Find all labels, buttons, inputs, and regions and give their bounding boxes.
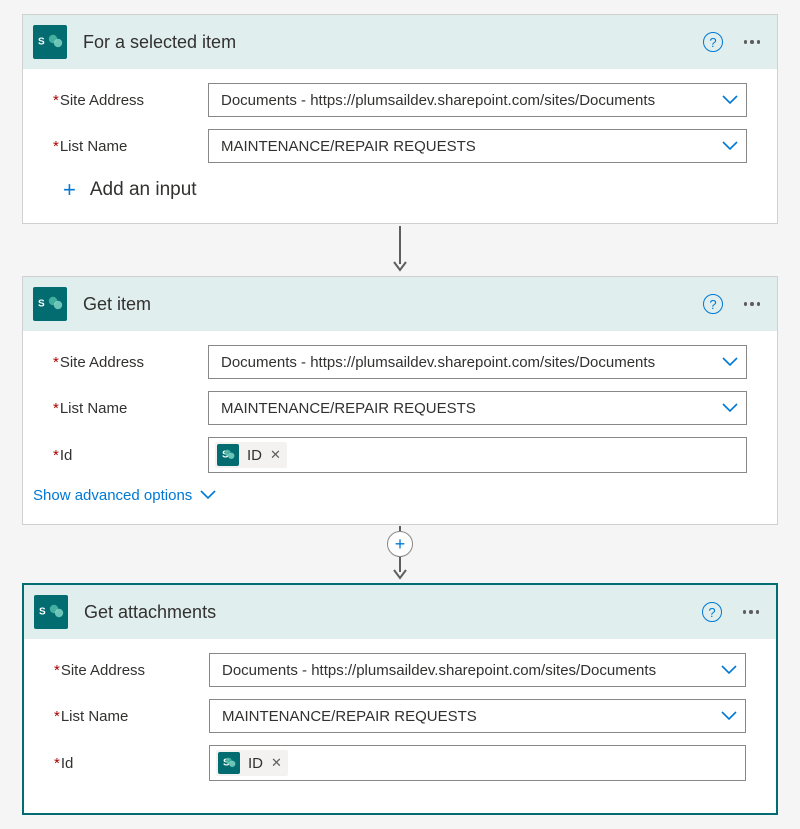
field-input[interactable]: Documents - https://plumsaildev.sharepoi… xyxy=(208,83,747,117)
sharepoint-s-glyph: S xyxy=(38,299,45,310)
card-title: For a selected item xyxy=(83,32,703,53)
sharepoint-circles-icon xyxy=(48,604,64,620)
add-input-button[interactable]: + Add an input xyxy=(63,177,747,203)
field-row: *Site Address Documents - https://plumsa… xyxy=(53,83,747,117)
advanced-label: Show advanced options xyxy=(33,487,192,504)
token-label: ID xyxy=(247,447,262,464)
sharepoint-icon: S xyxy=(218,752,240,774)
field-label: *Id xyxy=(54,755,209,772)
plus-icon: + xyxy=(63,177,76,203)
card-body: *Site Address Documents - https://plumsa… xyxy=(24,639,776,813)
field-row: *List Name MAINTENANCE/REPAIR REQUESTS xyxy=(54,699,746,733)
field-input[interactable]: S ID ✕ xyxy=(209,745,746,781)
card-title: Get item xyxy=(83,294,703,315)
arrow-down-icon: + xyxy=(390,525,410,583)
field-input[interactable]: S ID ✕ xyxy=(208,437,747,473)
sharepoint-icon: S xyxy=(34,595,68,629)
field-label: *List Name xyxy=(53,400,208,417)
card-header[interactable]: S Get attachments ? xyxy=(24,585,776,639)
field-value: MAINTENANCE/REPAIR REQUESTS xyxy=(222,708,713,725)
field-label: *List Name xyxy=(53,138,208,155)
sharepoint-circles-icon xyxy=(47,34,63,50)
dynamic-token[interactable]: S ID ✕ xyxy=(216,750,288,776)
token-label: ID xyxy=(248,755,263,772)
field-input[interactable]: MAINTENANCE/REPAIR REQUESTS xyxy=(208,129,747,163)
connector: + xyxy=(22,525,778,583)
help-icon[interactable]: ? xyxy=(703,294,723,314)
remove-token-icon[interactable]: ✕ xyxy=(269,755,284,771)
field-input[interactable]: MAINTENANCE/REPAIR REQUESTS xyxy=(209,699,746,733)
chevron-down-icon xyxy=(722,354,738,370)
card-body: *Site Address Documents - https://plumsa… xyxy=(23,331,777,524)
add-step-button[interactable]: + xyxy=(387,531,413,557)
field-label: *Site Address xyxy=(54,662,209,679)
chevron-down-icon xyxy=(722,92,738,108)
field-label: *List Name xyxy=(54,708,209,725)
chevron-down-icon xyxy=(721,662,737,678)
sharepoint-icon: S xyxy=(217,444,239,466)
sharepoint-s-glyph: S xyxy=(38,37,45,48)
card-title: Get attachments xyxy=(84,602,702,623)
field-row: *Id S ID ✕ xyxy=(54,745,746,781)
field-input[interactable]: MAINTENANCE/REPAIR REQUESTS xyxy=(208,391,747,425)
sharepoint-circles-icon xyxy=(223,449,235,461)
field-value: MAINTENANCE/REPAIR REQUESTS xyxy=(221,400,714,417)
more-icon[interactable] xyxy=(741,293,763,315)
chevron-down-icon xyxy=(200,487,216,504)
card-header[interactable]: S For a selected item ? xyxy=(23,15,777,69)
sharepoint-icon: S xyxy=(33,25,67,59)
card-body: *Site Address Documents - https://plumsa… xyxy=(23,69,777,223)
arrow-down-icon xyxy=(390,224,410,276)
field-input[interactable]: Documents - https://plumsaildev.sharepoi… xyxy=(209,653,746,687)
field-row: *Id S ID ✕ xyxy=(53,437,747,473)
card-header[interactable]: S Get item ? xyxy=(23,277,777,331)
show-advanced-link[interactable]: Show advanced options xyxy=(33,487,747,504)
chevron-down-icon xyxy=(722,400,738,416)
help-icon[interactable]: ? xyxy=(702,602,722,622)
sharepoint-icon: S xyxy=(33,287,67,321)
field-label: *Site Address xyxy=(53,92,208,109)
card-actions: ? xyxy=(703,31,763,53)
sharepoint-circles-icon xyxy=(47,296,63,312)
field-value: Documents - https://plumsaildev.sharepoi… xyxy=(221,92,714,109)
field-row: *List Name MAINTENANCE/REPAIR REQUESTS xyxy=(53,129,747,163)
connector xyxy=(22,224,778,276)
sharepoint-s-glyph: S xyxy=(39,607,46,618)
remove-token-icon[interactable]: ✕ xyxy=(268,447,283,463)
chevron-down-icon xyxy=(721,708,737,724)
more-icon[interactable] xyxy=(740,601,762,623)
field-value: MAINTENANCE/REPAIR REQUESTS xyxy=(221,138,714,155)
field-row: *Site Address Documents - https://plumsa… xyxy=(54,653,746,687)
field-input[interactable]: Documents - https://plumsaildev.sharepoi… xyxy=(208,345,747,379)
action-card: S Get item ? *Site Address Documents - h… xyxy=(22,276,778,525)
add-input-label: Add an input xyxy=(90,179,197,201)
field-label: *Site Address xyxy=(53,354,208,371)
sharepoint-circles-icon xyxy=(224,757,236,769)
field-value: Documents - https://plumsaildev.sharepoi… xyxy=(222,662,713,679)
field-row: *Site Address Documents - https://plumsa… xyxy=(53,345,747,379)
help-icon[interactable]: ? xyxy=(703,32,723,52)
more-icon[interactable] xyxy=(741,31,763,53)
action-card: S For a selected item ? *Site Address Do… xyxy=(22,14,778,224)
action-card: S Get attachments ? *Site Address Docume… xyxy=(22,583,778,815)
chevron-down-icon xyxy=(722,138,738,154)
dynamic-token[interactable]: S ID ✕ xyxy=(215,442,287,468)
field-value: Documents - https://plumsaildev.sharepoi… xyxy=(221,354,714,371)
card-actions: ? xyxy=(703,293,763,315)
card-actions: ? xyxy=(702,601,762,623)
field-row: *List Name MAINTENANCE/REPAIR REQUESTS xyxy=(53,391,747,425)
field-label: *Id xyxy=(53,447,208,464)
